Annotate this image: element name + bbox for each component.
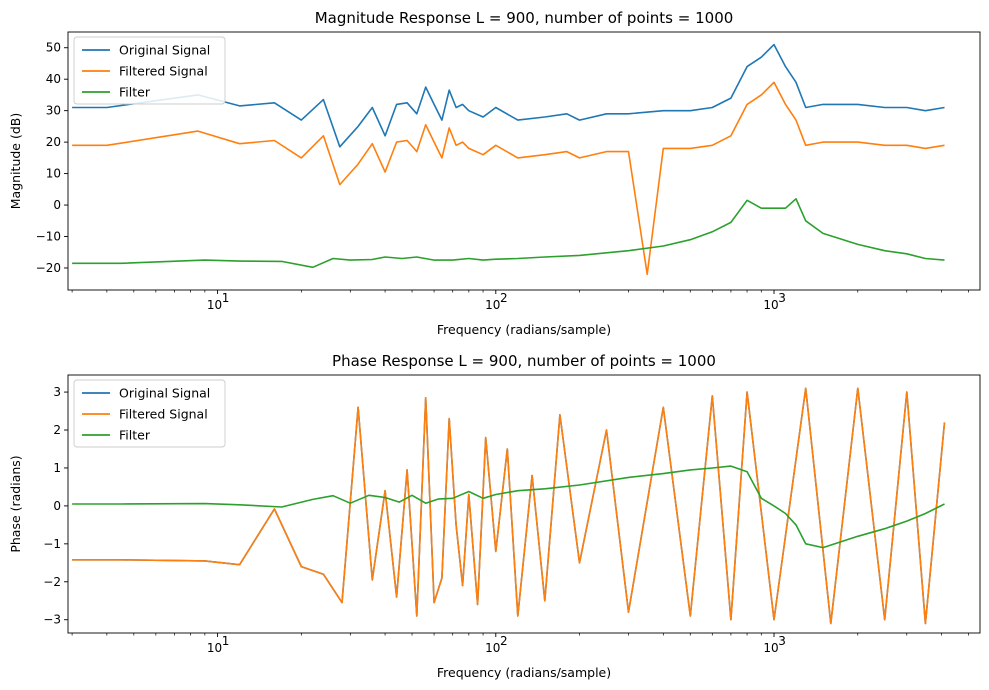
magnitude-y-tick-label: −10 [36, 230, 61, 244]
phase-y-tick-label: 1 [53, 461, 61, 475]
magnitude-y-tick-label: 40 [46, 72, 61, 86]
magnitude-y-tick-label: 50 [46, 41, 61, 55]
magnitude-series-filtered-signal [72, 81, 945, 276]
phase-legend-label: Filtered Signal [119, 407, 208, 422]
phase-legend: Original Signal Filtered Signal Filter [73, 379, 226, 448]
magnitude-axes-frame [67, 31, 981, 291]
magnitude-y-axis-label: Magnitude (dB) [8, 113, 23, 209]
magnitude-x-tick-exponent: 1 [222, 291, 230, 305]
phase-x-tick-exponent: 2 [500, 634, 508, 648]
magnitude-x-tick-exponent: 3 [778, 291, 786, 305]
phase-y-tick-label: −3 [43, 613, 61, 627]
magnitude-x-tick-label: 10 [207, 298, 222, 312]
phase-x-tick-label: 10 [763, 641, 778, 655]
phase-legend-label: Original Signal [119, 386, 210, 401]
magnitude-legend-label: Original Signal [119, 43, 210, 58]
phase-y-tick-label: 0 [53, 499, 61, 513]
phase-y-tick-label: 3 [53, 385, 61, 399]
phase-series-filtered-signal [72, 387, 946, 625]
magnitude-title: Magnitude Response L = 900, number of po… [315, 9, 734, 27]
phase-series-filter [72, 465, 945, 549]
phase-y-axis-label: Phase (radians) [8, 455, 23, 552]
magnitude-legend-box [73, 36, 226, 105]
phase-y-tick-label: 2 [53, 423, 61, 437]
magnitude-x-tick-label: 10 [485, 298, 500, 312]
phase-x-tick-label: 10 [207, 641, 222, 655]
magnitude-series-original-signal [72, 43, 945, 148]
magnitude-y-tick-label: 20 [46, 135, 61, 149]
magnitude-x-tick-label: 10 [763, 298, 778, 312]
magnitude-y-tick-label: 0 [53, 198, 61, 212]
magnitude-series-filter [72, 198, 945, 269]
phase-y-tick-label: −1 [43, 537, 61, 551]
phase-y-tick-label: −2 [43, 575, 61, 589]
phase-x-tick-exponent: 3 [778, 634, 786, 648]
phase-x-tick-label: 10 [485, 641, 500, 655]
magnitude-y-tick-label: 10 [46, 167, 61, 181]
magnitude-y-tick-label: 30 [46, 104, 61, 118]
magnitude-y-tick-label: −20 [36, 261, 61, 275]
magnitude-legend-label: Filter [119, 85, 151, 100]
phase-plot-area [72, 387, 946, 625]
phase-legend-box [73, 379, 226, 448]
phase-title: Phase Response L = 900, number of points… [332, 352, 716, 370]
phase-x-tick-exponent: 1 [222, 634, 230, 648]
magnitude-legend-label: Filtered Signal [119, 64, 208, 79]
magnitude-x-tick-exponent: 2 [500, 291, 508, 305]
magnitude-legend: Original Signal Filtered Signal Filter [73, 36, 226, 105]
phase-legend-label: Filter [119, 428, 151, 443]
phase-x-axis-label: Frequency (radians/sample) [437, 665, 611, 680]
magnitude-plot-area [72, 43, 945, 276]
phase-axes-frame [67, 374, 981, 634]
magnitude-x-axis-label: Frequency (radians/sample) [437, 322, 611, 337]
